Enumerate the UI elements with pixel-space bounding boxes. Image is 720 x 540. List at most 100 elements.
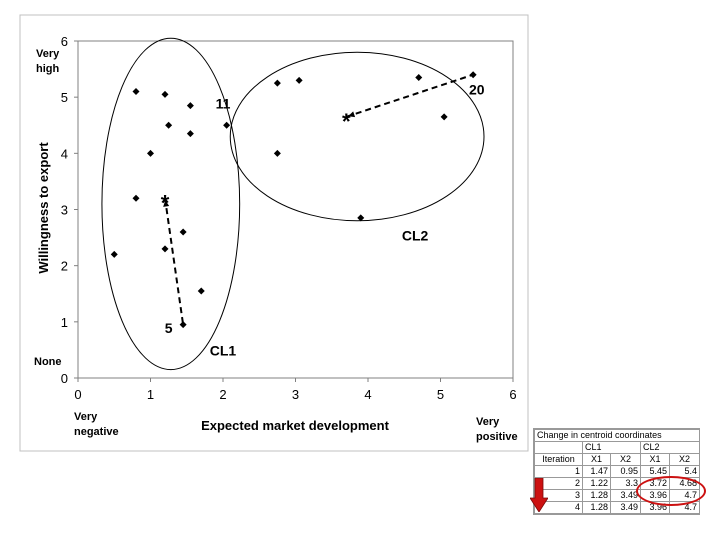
table-header-cell: X1	[640, 453, 670, 466]
x-tick-label: 5	[437, 387, 444, 402]
table-cell: 3.96	[640, 489, 670, 502]
centroid-marker: *	[161, 190, 170, 215]
table-cell: 1.22	[582, 477, 611, 490]
centroid-path-line	[345, 73, 474, 118]
x-tick-label: 3	[292, 387, 299, 402]
table-header-cell: X2	[668, 453, 701, 466]
data-point	[147, 149, 154, 157]
table-cell: 4	[534, 501, 583, 514]
table-group-cl2: CL2	[639, 441, 701, 454]
y-tick-label: 1	[61, 315, 68, 330]
table-cell: 1.28	[582, 489, 611, 502]
annotation-label: 11	[216, 95, 231, 111]
annotation-label: 20	[469, 81, 485, 97]
corner-label-high: high	[36, 63, 59, 75]
data-point	[186, 102, 194, 110]
centroid-path-line	[164, 198, 185, 325]
annotation-label: CL1	[210, 343, 237, 359]
table-cell: 1.47	[582, 465, 611, 478]
data-point	[132, 194, 140, 202]
x-tick-label: 2	[219, 387, 226, 402]
x-axis-title: Expected market development	[201, 418, 390, 433]
x-tick-label: 4	[364, 387, 371, 402]
data-point	[357, 214, 365, 222]
table-header-row: Iteration X1 X2 X1 X2	[534, 453, 701, 466]
table-cell: 4.68	[668, 477, 701, 490]
data-point	[132, 88, 140, 96]
table-row: 4 1.28 3.49 3.96 4.7	[534, 501, 701, 514]
table-cell: 3.49	[610, 489, 641, 502]
corner-label-very: Very	[36, 48, 60, 60]
y-tick-label: 0	[61, 371, 68, 386]
table-group-row: CL1 CL2	[534, 441, 701, 454]
table-cell: 1	[534, 465, 583, 478]
centroids-layer: **	[161, 109, 351, 215]
table-row: 2 1.22 3.3 3.72 4.68	[534, 477, 701, 490]
plot-area	[77, 40, 514, 379]
annotation-label: 5	[165, 320, 173, 336]
corner-label-very-positive-1: Very	[476, 416, 500, 428]
data-point	[273, 79, 281, 87]
x-tick-label: 6	[509, 387, 516, 402]
table-cell: 1.28	[582, 501, 611, 514]
table-group-cl1: CL1	[582, 441, 641, 454]
data-point	[415, 74, 423, 82]
corner-label-very-negative-1: Very	[74, 411, 98, 423]
y-tick-label: 5	[61, 90, 68, 105]
down-arrow-icon	[530, 478, 548, 512]
table-title: Change in centroid coordinates	[533, 429, 701, 442]
y-tick-label: 4	[61, 146, 68, 161]
x-tick-label: 1	[147, 387, 154, 402]
table-cell: 3.49	[610, 501, 641, 514]
data-point	[186, 130, 194, 138]
annotations-layer: 11 20 5 CL1 CL2	[165, 81, 485, 358]
y-ticks: 0 1 2 3 4 5 6	[61, 34, 78, 386]
data-point	[223, 121, 231, 129]
corner-label-very-positive-2: positive	[476, 431, 518, 443]
y-axis-title: Willingness to export	[36, 142, 51, 274]
table-cell: 4.7	[668, 489, 701, 502]
corner-label-very-negative-2: negative	[74, 426, 119, 438]
data-point	[197, 287, 205, 295]
data-point	[295, 76, 303, 84]
centroid-path-arrowhead	[163, 200, 170, 207]
y-tick-label: 2	[61, 259, 68, 274]
table-cell: 3.72	[640, 477, 670, 490]
points-layer	[110, 71, 477, 329]
cluster-ellipse-cl1	[101, 37, 241, 371]
data-point	[161, 245, 169, 253]
data-point	[161, 90, 169, 98]
data-point	[110, 250, 118, 258]
data-point	[273, 149, 281, 157]
centroid-table: Change in centroid coordinates CL1 CL2 I…	[533, 428, 701, 515]
annotation-label: CL2	[402, 227, 429, 243]
clusters-layer	[101, 37, 485, 371]
x-tick-label: 0	[74, 387, 81, 402]
table-header-cell: X1	[582, 453, 611, 466]
table-title-row: Change in centroid coordinates	[533, 429, 701, 442]
table-group-empty	[534, 441, 583, 454]
table-cell: 3.96	[640, 501, 670, 514]
data-point	[469, 71, 477, 79]
cluster-ellipse-cl2	[229, 51, 485, 222]
data-point	[179, 321, 187, 329]
table-cell: 5.4	[668, 465, 701, 478]
table-row: 3 1.28 3.49 3.96 4.7	[534, 489, 701, 502]
x-ticks: 0 1 2 3 4 5 6	[74, 378, 517, 402]
y-tick-label: 3	[61, 203, 68, 218]
table-header-cell: X2	[610, 453, 641, 466]
centroid-paths-layer	[163, 73, 474, 325]
data-point	[440, 113, 448, 121]
centroid-marker: *	[342, 109, 351, 134]
table-cell: 0.95	[610, 465, 641, 478]
table-cell: 4.7	[668, 501, 701, 514]
corner-label-none: None	[34, 356, 62, 368]
table-header-cell: Iteration	[534, 453, 583, 466]
centroid-path-arrowhead	[348, 111, 356, 118]
y-tick-label: 6	[61, 34, 68, 49]
table-row: 1 1.47 0.95 5.45 5.4	[534, 465, 701, 478]
table-cell: 3.3	[610, 477, 641, 490]
data-point	[179, 228, 187, 236]
table-cell: 5.45	[640, 465, 670, 478]
